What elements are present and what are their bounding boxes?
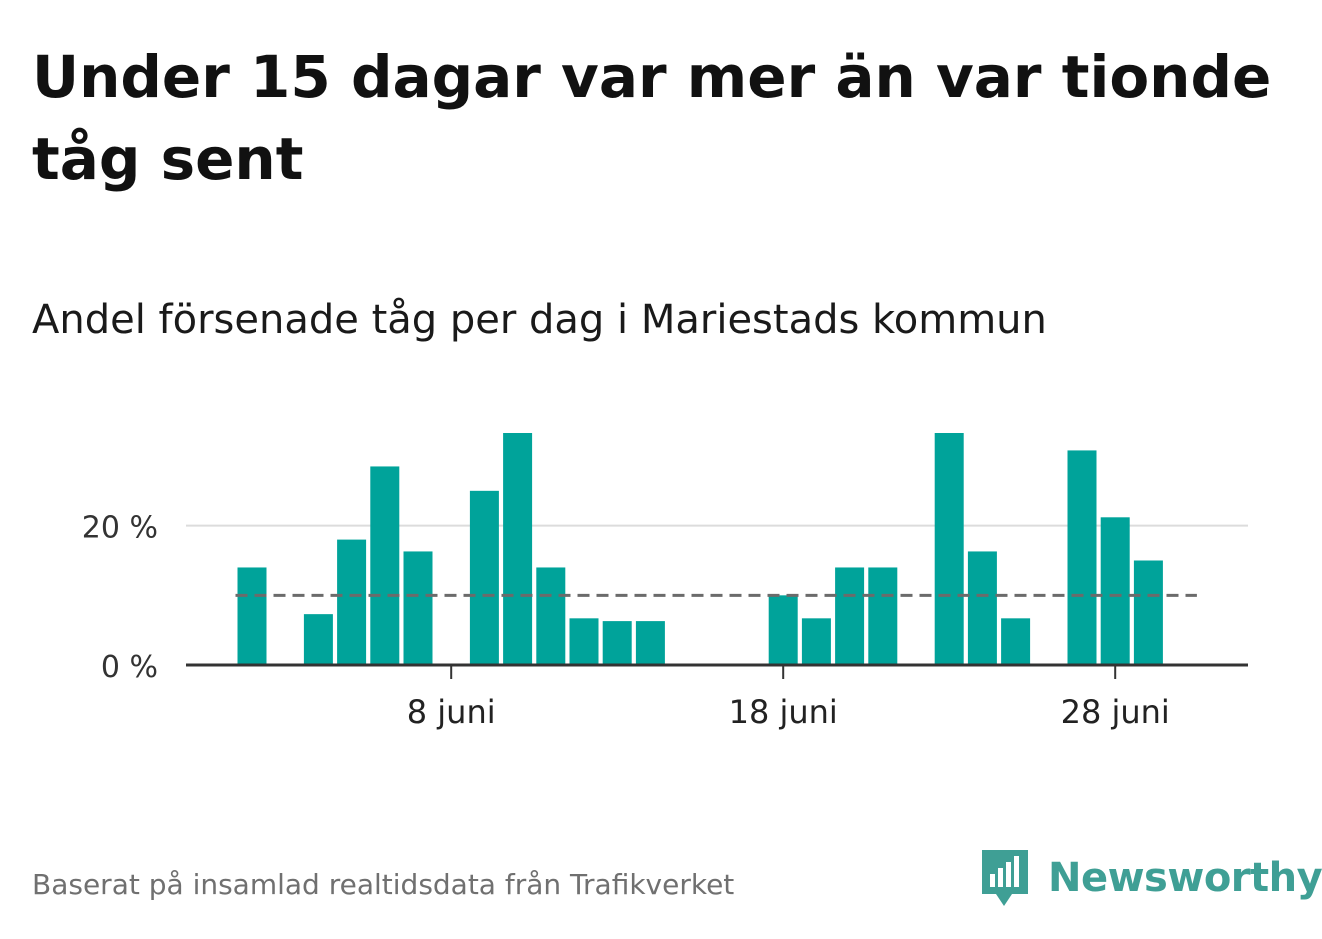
bar — [237, 567, 267, 665]
y-tick-label: 0 % — [101, 650, 158, 685]
chart-title: Under 15 dagar var mer än var tionde tåg… — [32, 43, 1272, 193]
bar — [536, 567, 566, 665]
axes: 0 % 20 % 8 juni 18 juni 28 juni — [82, 511, 1248, 731]
bar — [403, 551, 433, 665]
bar — [503, 433, 533, 665]
bar — [337, 539, 367, 665]
bar — [768, 595, 798, 665]
bar — [967, 551, 997, 665]
x-tick-label: 8 juni — [407, 693, 496, 731]
bar — [1001, 618, 1031, 665]
bars — [237, 433, 1163, 665]
brand-name: Newsworthy — [1048, 855, 1322, 901]
bar — [469, 490, 499, 665]
newsworthy-logo-icon — [982, 850, 1028, 906]
bar — [602, 621, 632, 665]
bar — [835, 567, 865, 665]
bar — [1133, 560, 1163, 665]
x-tick-label: 18 juni — [729, 693, 838, 731]
bar-chart: 0 % 20 % 8 juni 18 juni 28 juni — [82, 433, 1248, 731]
bar — [1100, 517, 1130, 665]
source-note: Baserat på insamlad realtidsdata från Tr… — [32, 868, 735, 901]
bar — [303, 614, 333, 665]
bar — [370, 466, 400, 665]
bar — [569, 618, 599, 665]
y-tick-label: 20 % — [82, 511, 158, 546]
bar — [934, 433, 964, 665]
bar — [868, 567, 898, 665]
brand-logo: Newsworthy — [980, 848, 1322, 908]
bar — [1067, 450, 1097, 665]
x-tick-label: 28 juni — [1061, 693, 1170, 731]
chart-subtitle: Andel försenade tåg per dag i Mariestads… — [32, 297, 1047, 343]
bar — [801, 618, 831, 665]
bar — [635, 621, 665, 665]
